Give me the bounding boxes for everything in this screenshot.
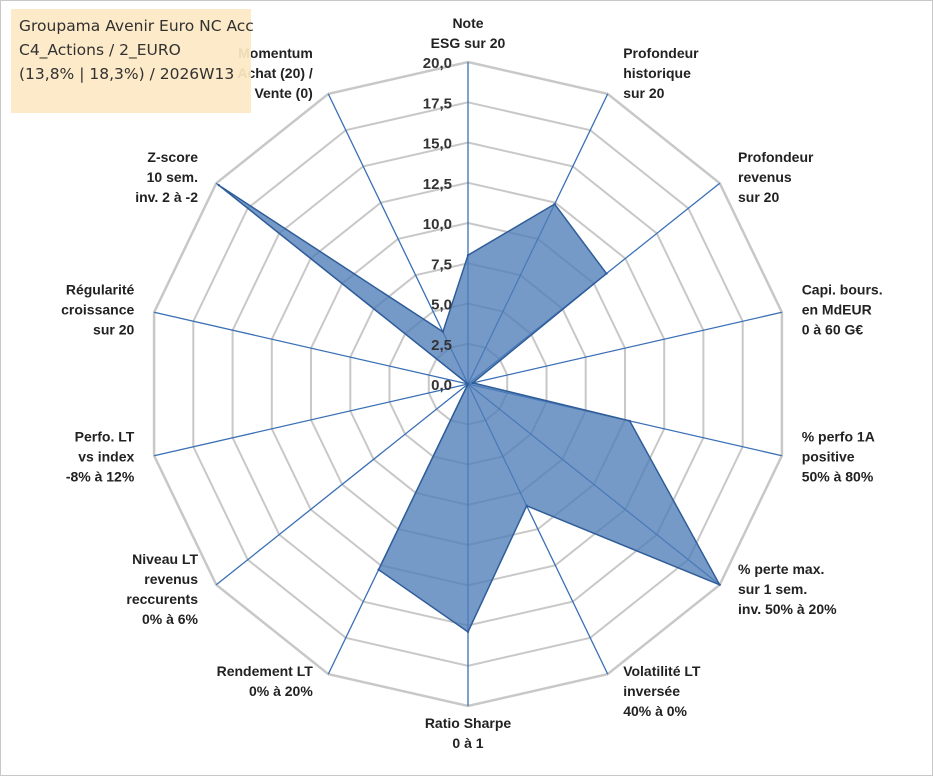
axis-label: % perte max. sur 1 sem. inv. 50% à 20% xyxy=(738,561,837,617)
axis-label: Ratio Sharpe 0 à 1 xyxy=(425,715,512,751)
fund-stats: (13,8% | 18,3%) / 2026W13 xyxy=(19,65,235,83)
data-point xyxy=(605,272,608,275)
series-area xyxy=(218,184,721,633)
fund-title-box: Groupama Avenir Euro NC Acc C4_Actions /… xyxy=(11,9,254,113)
data-point xyxy=(377,568,380,571)
axis-spoke xyxy=(467,311,783,385)
tick-label: 10,0 xyxy=(423,216,452,233)
data-point xyxy=(553,202,556,206)
tick-label: 0,0 xyxy=(431,377,452,394)
tick-label: 17,5 xyxy=(423,95,452,112)
tick-label: 15,0 xyxy=(423,136,452,153)
data-area xyxy=(217,184,721,634)
axis-label: Niveau LT revenus reccurents 0% à 6% xyxy=(126,551,198,627)
fund-category: C4_Actions / 2_EURO xyxy=(19,41,181,59)
axis-label: Profondeur historique sur 20 xyxy=(623,45,699,101)
data-point xyxy=(217,184,220,187)
tick-label: 5,0 xyxy=(431,297,452,314)
fund-name: Groupama Avenir Euro NC Acc xyxy=(19,17,254,35)
data-point xyxy=(466,630,470,634)
data-point xyxy=(466,382,470,386)
axis-spoke xyxy=(153,383,469,457)
tick-label: 7,5 xyxy=(431,256,452,273)
axis-label: Z-score 10 sem. inv. 2 à -2 xyxy=(135,149,198,205)
data-point xyxy=(525,504,528,507)
axis-label: Momentum Achat (20) / Vente (0) xyxy=(237,45,313,101)
tick-label: 12,5 xyxy=(423,176,452,193)
axis-label: Perfo. LT vs index -8% à 12% xyxy=(66,428,135,484)
tick-label: 20,0 xyxy=(423,55,452,72)
tick-label: 2,5 xyxy=(431,337,452,354)
axis-label: Rendement LT 0% à 20% xyxy=(217,663,314,699)
axis-label: Volatilité LT inversée 40% à 0% xyxy=(623,663,701,719)
axis-label: Profondeur revenus sur 20 xyxy=(738,149,814,205)
axis-spoke xyxy=(215,383,469,586)
axis-label: Note ESG sur 20 xyxy=(431,15,506,51)
data-point xyxy=(628,419,631,423)
axis-spoke xyxy=(153,311,469,385)
data-point xyxy=(471,381,474,385)
data-point xyxy=(718,583,721,586)
axis-label: % perfo 1A positive 50% à 80% xyxy=(802,428,875,484)
tick-labels: 0,0 2,5 5,0 7,5 10,0 12,5 15,0 17,5 20,0 xyxy=(423,55,452,394)
data-point xyxy=(441,330,445,333)
axis-label: Capi. bours. en MdEUR 0 à 60 G€ xyxy=(802,282,883,338)
axis-label: Régularité croissance sur 20 xyxy=(61,282,134,338)
data-point xyxy=(466,254,470,257)
axis-labels: Note ESG sur 20 Profondeur historique sur 20… xyxy=(61,15,882,751)
